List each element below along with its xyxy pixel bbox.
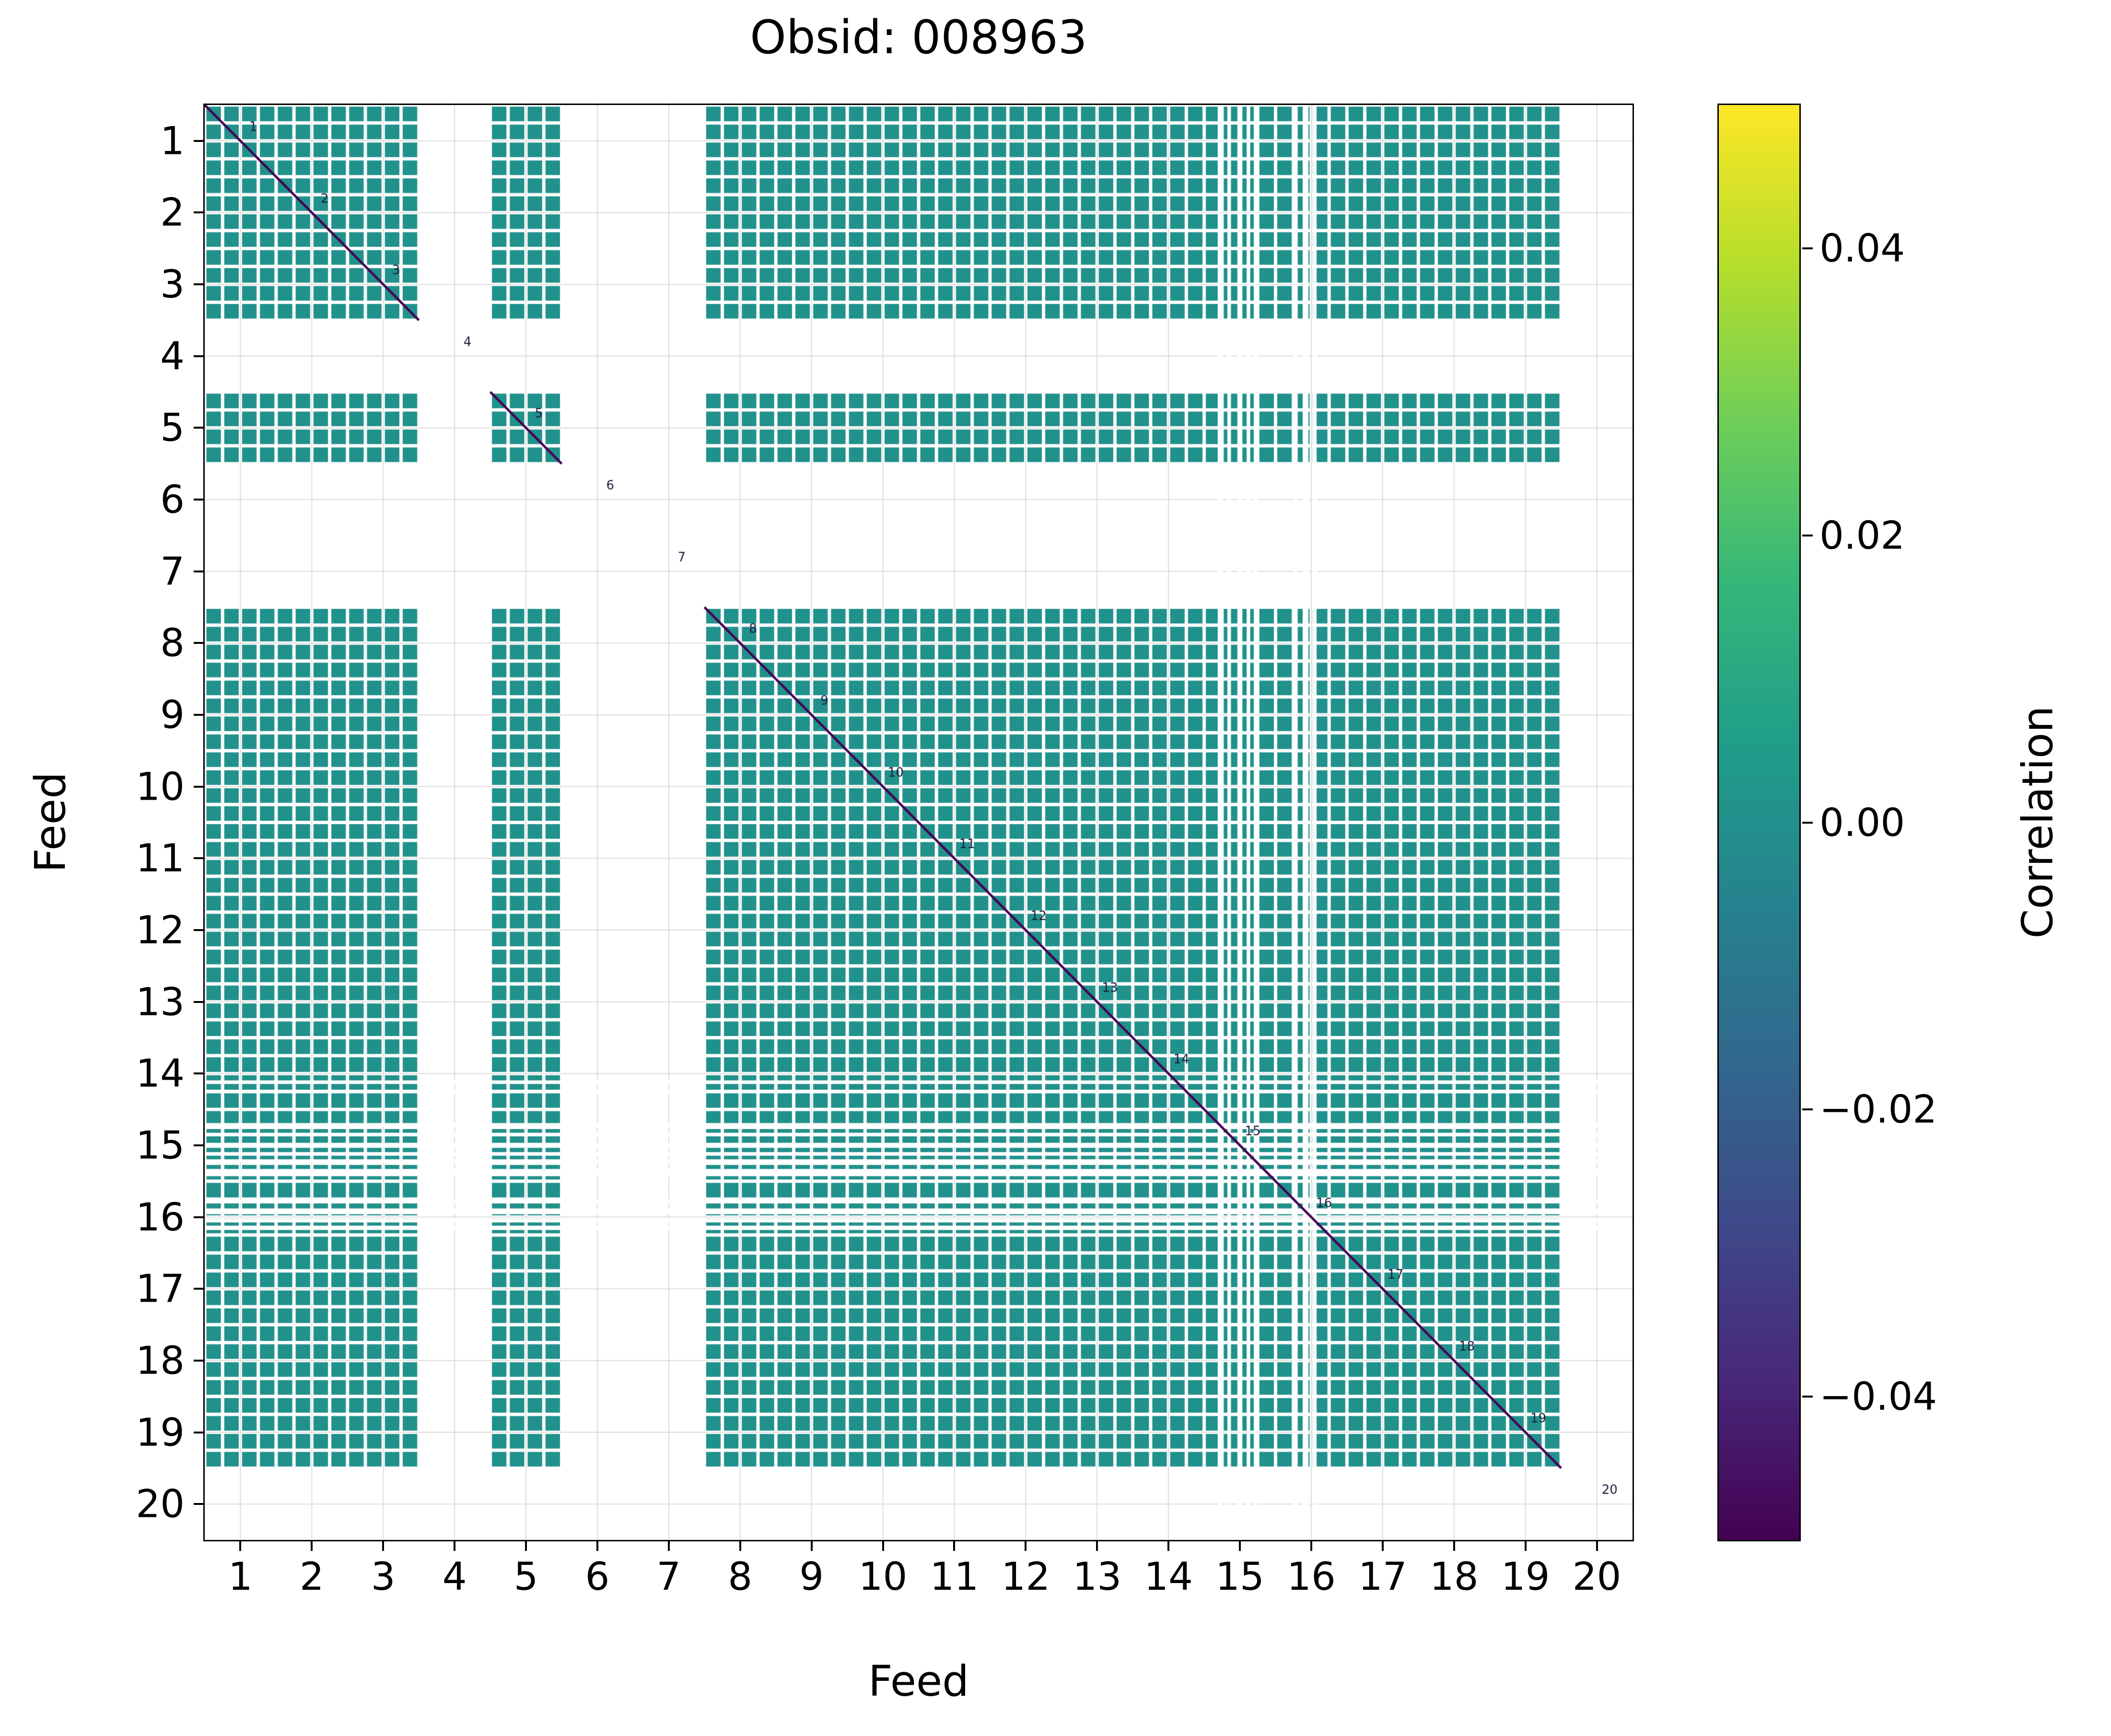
tick-mark (1802, 247, 1813, 250)
tick-mark (1310, 1541, 1312, 1551)
tick-mark (194, 642, 203, 644)
tick-mark (194, 1288, 203, 1290)
x-tick-label: 6 (585, 1554, 610, 1599)
tick-mark (1239, 1541, 1241, 1551)
y-tick-label: 20 (136, 1481, 185, 1526)
tick-mark (194, 140, 203, 142)
tick-mark (194, 1144, 203, 1146)
x-tick-label: 13 (1073, 1554, 1122, 1599)
y-tick-label: 3 (160, 262, 185, 307)
tick-mark (194, 211, 203, 214)
x-tick-label: 1 (228, 1554, 253, 1599)
tick-mark (1802, 1395, 1813, 1398)
y-tick-label: 5 (160, 405, 185, 450)
y-tick-label: 1 (160, 118, 185, 163)
x-tick-label: 10 (858, 1554, 908, 1599)
tick-mark (194, 1431, 203, 1433)
tick-mark (194, 427, 203, 429)
y-tick-label: 15 (136, 1123, 185, 1168)
colorbar-tick-label: 0.00 (1819, 800, 1905, 845)
heatmap-axes (203, 104, 1634, 1541)
x-tick-label: 12 (1001, 1554, 1050, 1599)
tick-mark (667, 1541, 670, 1551)
tick-mark (810, 1541, 813, 1551)
colorbar-gradient (1719, 105, 1799, 1540)
tick-mark (194, 570, 203, 572)
tick-mark (194, 1503, 203, 1505)
x-tick-label: 7 (656, 1554, 681, 1599)
y-tick-label: 2 (160, 190, 185, 235)
y-tick-label: 8 (160, 620, 185, 665)
y-tick-label: 6 (160, 477, 185, 522)
y-tick-label: 7 (160, 549, 185, 594)
colorbar-tick-label: −0.02 (1819, 1087, 1937, 1132)
y-tick-label: 17 (136, 1266, 185, 1311)
y-tick-label: 12 (136, 908, 185, 953)
plot-title: Obsid: 008963 (750, 11, 1087, 64)
x-tick-label: 4 (442, 1554, 467, 1599)
x-tick-label: 19 (1501, 1554, 1550, 1599)
tick-mark (953, 1541, 956, 1551)
tick-mark (194, 1001, 203, 1003)
tick-mark (454, 1541, 456, 1551)
colorbar-tick-label: −0.04 (1819, 1374, 1937, 1419)
y-tick-label: 4 (160, 334, 185, 379)
tick-mark (1802, 821, 1813, 824)
tick-mark (1167, 1541, 1170, 1551)
tick-mark (194, 499, 203, 501)
tick-mark (739, 1541, 741, 1551)
tick-mark (239, 1541, 242, 1551)
y-tick-label: 13 (136, 979, 185, 1025)
tick-mark (1802, 1108, 1813, 1111)
x-tick-label: 2 (299, 1554, 324, 1599)
y-tick-label: 18 (136, 1338, 185, 1383)
x-tick-label: 11 (930, 1554, 979, 1599)
tick-mark (1802, 534, 1813, 536)
tick-mark (882, 1541, 884, 1551)
colorbar-tick-label: 0.04 (1819, 226, 1905, 271)
tick-mark (1453, 1541, 1455, 1551)
y-tick-label: 9 (160, 692, 185, 737)
tick-mark (194, 857, 203, 860)
x-tick-label: 14 (1144, 1554, 1193, 1599)
y-tick-label: 11 (136, 836, 185, 881)
tick-mark (194, 929, 203, 931)
tick-mark (382, 1541, 385, 1551)
tick-mark (1025, 1541, 1027, 1551)
tick-mark (1381, 1541, 1384, 1551)
tick-mark (311, 1541, 313, 1551)
tick-mark (1524, 1541, 1527, 1551)
colorbar-label: Correlation (2013, 706, 2063, 939)
tick-mark (194, 1359, 203, 1362)
tick-mark (1596, 1541, 1598, 1551)
y-axis-label: Feed (25, 772, 75, 873)
tick-mark (194, 283, 203, 286)
tick-mark (194, 355, 203, 357)
colorbar (1717, 104, 1801, 1541)
x-tick-label: 8 (728, 1554, 753, 1599)
y-tick-label: 16 (136, 1195, 185, 1240)
colorbar-tick-label: 0.02 (1819, 513, 1905, 558)
x-tick-label: 9 (799, 1554, 824, 1599)
y-tick-label: 10 (136, 764, 185, 809)
y-tick-label: 19 (136, 1410, 185, 1455)
tick-mark (194, 1072, 203, 1075)
x-tick-label: 3 (371, 1554, 396, 1599)
x-tick-label: 17 (1358, 1554, 1407, 1599)
x-tick-label: 15 (1215, 1554, 1264, 1599)
x-tick-label: 16 (1287, 1554, 1336, 1599)
x-tick-label: 20 (1572, 1554, 1621, 1599)
tick-mark (525, 1541, 527, 1551)
x-axis-label: Feed (868, 1656, 969, 1706)
x-tick-label: 18 (1429, 1554, 1479, 1599)
tick-mark (1096, 1541, 1098, 1551)
tick-mark (194, 714, 203, 716)
tick-mark (194, 785, 203, 788)
x-tick-label: 5 (513, 1554, 538, 1599)
tick-mark (596, 1541, 598, 1551)
heatmap-canvas (205, 105, 1633, 1540)
tick-mark (194, 1216, 203, 1218)
y-tick-label: 14 (136, 1051, 185, 1096)
